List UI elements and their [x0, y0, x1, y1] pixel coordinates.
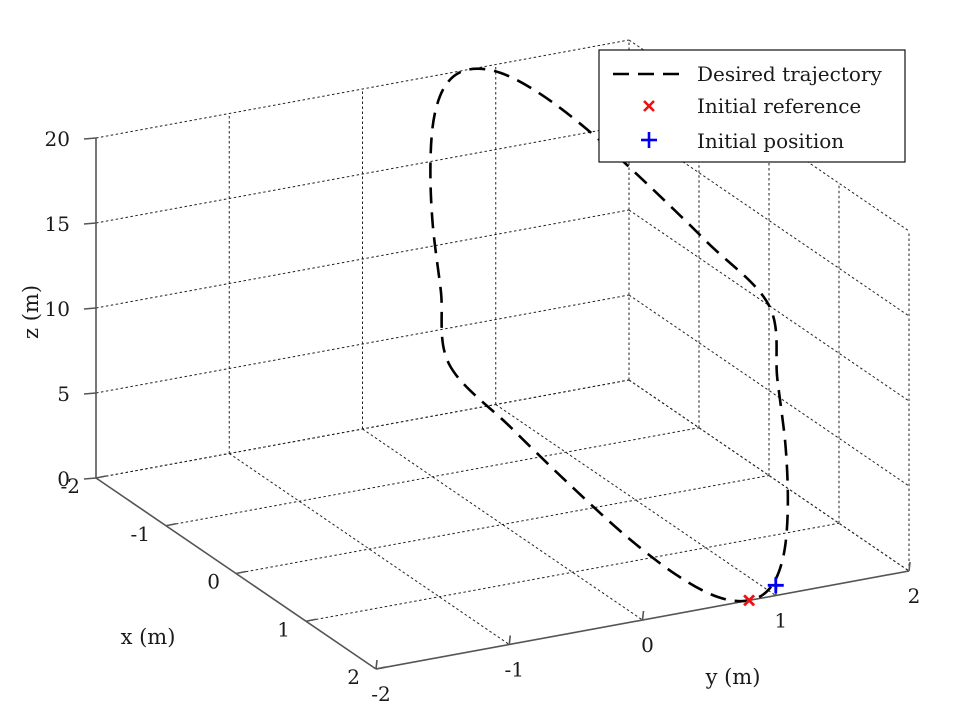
legend-label-desired-trajectory: Desired trajectory — [697, 62, 882, 86]
x-tick-label-1: -1 — [131, 522, 150, 546]
x-tick-label-3: 1 — [277, 617, 290, 641]
back-wall-grid-z-3 — [95, 124, 630, 224]
z-tick-mark-0 — [83, 477, 97, 480]
y-axis-label: y (m) — [705, 665, 761, 689]
axis-layer — [83, 137, 911, 670]
z-tick-label-0: 0 — [57, 467, 70, 491]
z-tick-mark-3 — [83, 222, 97, 225]
z-tick-label-2: 10 — [45, 297, 70, 321]
series-layer — [429, 67, 790, 607]
y-tick-label-4: 2 — [908, 584, 921, 608]
x-tick-label-2: 0 — [207, 570, 220, 594]
x-tick-label-4: 2 — [347, 665, 360, 689]
y-tick-mark-4 — [908, 561, 911, 572]
series-desired-trajectory — [429, 67, 790, 603]
side-wall-grid-z-1 — [628, 294, 910, 487]
y-tick-label-0: -2 — [371, 682, 390, 706]
back-wall-grid-z-2 — [95, 209, 630, 309]
x-tick-mark-2 — [235, 570, 247, 575]
floor-grid-x-3 — [305, 522, 840, 622]
legend: Desired trajectory Initial reference Ini… — [598, 49, 906, 163]
z-tick-label-1: 5 — [57, 382, 70, 406]
floor-grid-x-1 — [165, 427, 700, 527]
floor-grid-y-1 — [228, 453, 510, 645]
legend-marker-initial-reference — [643, 100, 655, 112]
marker-initial-reference — [743, 594, 756, 607]
x-tick-mark-4 — [375, 666, 387, 670]
y-tick-label-3: 1 — [774, 609, 787, 633]
x-axis-label: x (m) — [121, 625, 176, 649]
back-wall-grid-z-1 — [95, 294, 630, 394]
y-tick-mark-2 — [641, 610, 645, 621]
legend-label-initial-reference: Initial reference — [697, 94, 861, 118]
side-wall-grid-z-2 — [628, 209, 910, 402]
floor-grid-y-3 — [495, 404, 777, 596]
y-tick-mark-0 — [375, 659, 378, 670]
x-tick-mark-1 — [165, 522, 177, 527]
y-tick-label-1: -1 — [505, 658, 524, 682]
x-tick-mark-3 — [305, 618, 317, 623]
floor-grid-x-2 — [235, 475, 770, 574]
legend-label-initial-position: Initial position — [697, 129, 844, 153]
z-tick-label-3: 15 — [45, 212, 70, 236]
z-axis-label: z (m) — [19, 285, 43, 339]
floor-grid-y-2 — [362, 428, 643, 621]
back-wall-grid-z-4 — [95, 39, 630, 139]
y-tick-mark-1 — [508, 635, 512, 645]
y-tick-label-2: 0 — [641, 633, 654, 657]
legend-marker-initial-position — [641, 132, 657, 148]
z-tick-mark-1 — [83, 392, 97, 395]
side-wall-grid-z-0 — [628, 379, 910, 572]
marker-initial-position — [767, 577, 784, 594]
back-wall-grid-z-0 — [95, 379, 630, 479]
x-tick-mark-0 — [95, 475, 107, 479]
z-tick-mark-2 — [83, 307, 97, 310]
z-tick-label-4: 20 — [45, 127, 70, 151]
x-tick-label-0: -2 — [61, 474, 80, 498]
marker-initial-reference-stroke-2 — [743, 594, 756, 607]
z-tick-mark-4 — [83, 137, 97, 140]
